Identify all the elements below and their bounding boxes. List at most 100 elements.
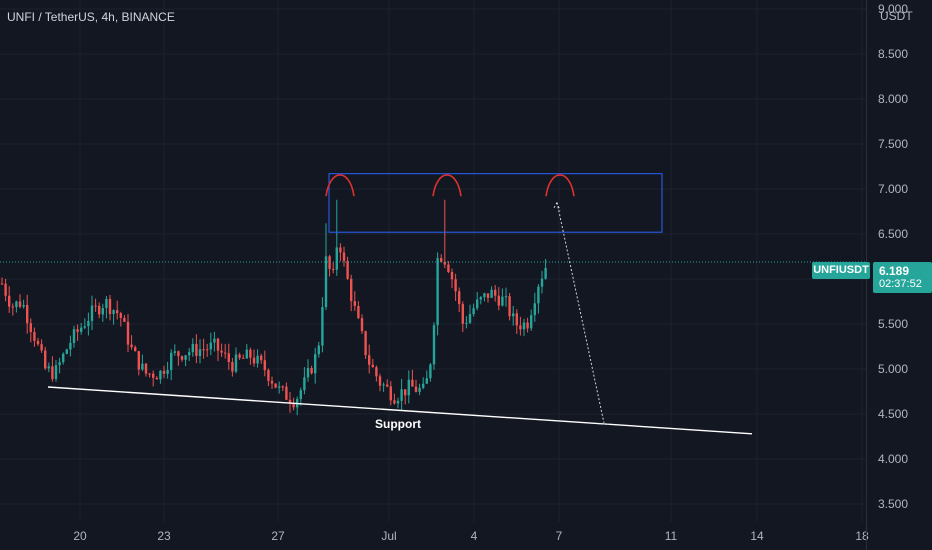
- candle-body: [72, 329, 76, 343]
- candle-body: [353, 301, 356, 306]
- candle-body: [281, 386, 284, 388]
- candle-body: [533, 303, 536, 316]
- candle-body: [360, 318, 364, 332]
- candle-body: [11, 306, 14, 308]
- candle-body: [299, 390, 302, 400]
- candle-body: [465, 322, 468, 324]
- candle-body: [522, 322, 526, 330]
- candle-body: [22, 304, 25, 307]
- candle-body: [389, 386, 392, 401]
- candle-body: [396, 400, 400, 404]
- candle-body: [350, 278, 353, 302]
- candle-body: [231, 362, 234, 372]
- candle-body: [40, 344, 43, 351]
- candle-body: [537, 286, 540, 304]
- candle-body: [501, 296, 504, 306]
- candle-body: [447, 264, 450, 272]
- candle-body: [364, 331, 367, 356]
- candle-body: [134, 347, 137, 352]
- candle-body: [252, 357, 256, 364]
- candle-body: [504, 296, 508, 298]
- x-tick-label: 14: [750, 529, 764, 543]
- candle-body: [224, 352, 227, 354]
- candle-body: [170, 352, 173, 371]
- candle-body: [404, 389, 407, 396]
- candle-body: [47, 366, 50, 369]
- candle-body: [195, 343, 198, 356]
- candle-body: [386, 384, 389, 387]
- candle-body: [512, 313, 515, 317]
- candle-body: [425, 378, 428, 384]
- candle-body: [429, 364, 432, 379]
- resistance-box[interactable]: [328, 173, 663, 233]
- x-tick-label: 23: [157, 529, 171, 543]
- candle-body: [436, 258, 439, 326]
- candle-body: [44, 350, 47, 369]
- x-tick-label: Jul: [381, 529, 396, 543]
- time-axis: 20 23 27 Jul 4 7 11 14 18: [73, 529, 869, 543]
- candle-body: [98, 305, 101, 315]
- candle-body: [166, 370, 169, 374]
- candle-body: [526, 322, 529, 329]
- candle-body: [112, 310, 115, 314]
- x-tick-label: 20: [73, 529, 87, 543]
- candle-body: [152, 373, 155, 378]
- candle-body: [454, 279, 457, 292]
- candle-body: [461, 304, 464, 324]
- candle-body: [141, 363, 144, 370]
- candle-body: [130, 344, 133, 348]
- candle-body: [58, 362, 61, 366]
- candle-body: [238, 354, 241, 358]
- candle-body: [321, 307, 324, 346]
- y-tick-label: 7.500: [878, 137, 908, 151]
- projection-arrow[interactable]: [552, 202, 609, 425]
- candle-body: [216, 338, 220, 351]
- candle-body: [87, 320, 90, 327]
- x-tick-label: 18: [855, 529, 869, 543]
- candle-body: [368, 355, 371, 365]
- candlestick-series: [0, 199, 547, 416]
- candle-body: [184, 355, 187, 360]
- candle-body: [94, 305, 97, 307]
- candle-body: [494, 289, 497, 296]
- candle-body: [83, 326, 86, 328]
- x-tick-label: 4: [471, 529, 478, 543]
- symbol-badge: UNFIUSDT: [812, 262, 870, 279]
- candle-body: [76, 329, 79, 332]
- candle-body: [105, 298, 108, 309]
- candle-body: [486, 293, 490, 298]
- chart-title: UNFI / TetherUS, 4h, BINANCE: [7, 10, 175, 24]
- support-trendline[interactable]: [47, 386, 753, 435]
- candle-body: [544, 268, 547, 279]
- candle-body: [101, 308, 104, 315]
- last-price-value: 6.189: [879, 264, 910, 278]
- candle-body: [328, 256, 331, 269]
- candle-body: [393, 400, 396, 404]
- candle-body: [411, 379, 414, 387]
- candle-body: [378, 376, 382, 386]
- bar-countdown: 02:37:52: [879, 278, 922, 290]
- candle-body: [191, 343, 194, 353]
- candle-body: [123, 317, 126, 322]
- candle-body: [375, 367, 378, 377]
- candle-body: [108, 298, 112, 314]
- candle-body: [144, 363, 148, 374]
- candle-body: [508, 296, 511, 317]
- candle-body: [483, 293, 486, 298]
- candle-body: [162, 370, 166, 374]
- candle-body: [458, 291, 461, 305]
- candle-body: [288, 399, 292, 404]
- candle-body: [342, 252, 346, 261]
- candle-body: [137, 351, 140, 370]
- candle-body: [306, 368, 310, 378]
- candle-body: [15, 301, 18, 308]
- candle-body: [51, 366, 54, 380]
- candle-body: [220, 350, 223, 353]
- candle-body: [371, 364, 374, 368]
- candle-body: [267, 370, 270, 381]
- candle-body: [400, 389, 403, 401]
- chart-grid: [0, 0, 866, 522]
- price-axis: 3.5004.0004.5005.0005.5006.0006.5007.000…: [878, 2, 908, 511]
- candle-body: [497, 295, 500, 306]
